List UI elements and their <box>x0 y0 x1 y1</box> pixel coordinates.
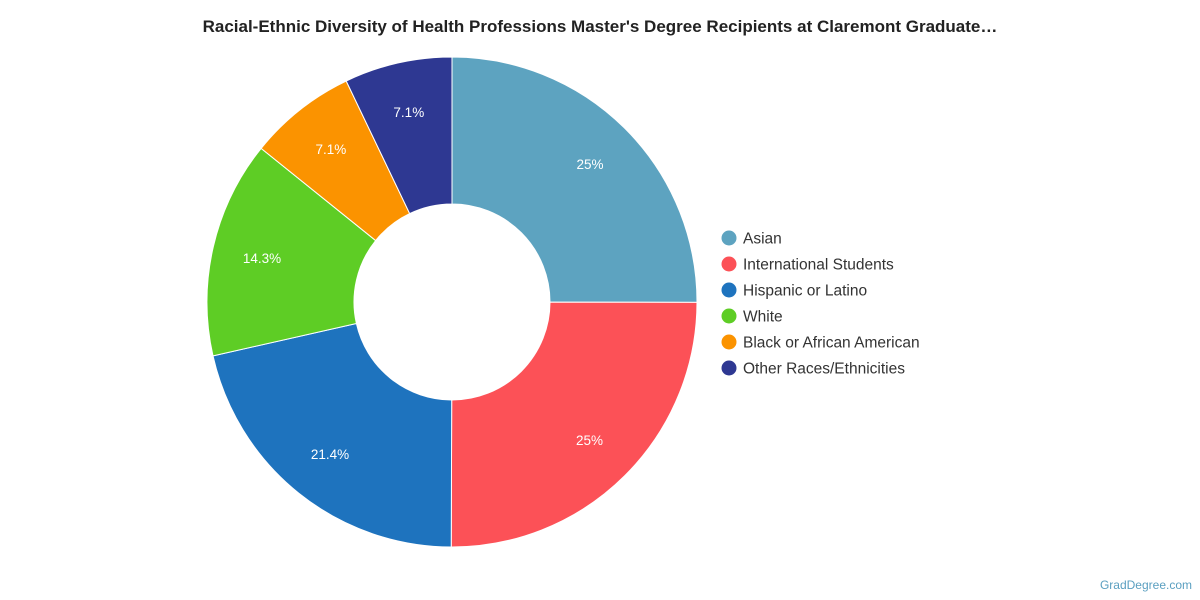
legend-item-black-or-african-american[interactable]: Black or African American <box>721 334 920 352</box>
slice-label-other-races-ethnicities: 7.1% <box>393 105 424 120</box>
credit-link[interactable]: GradDegree.com <box>1099 578 1192 592</box>
slice-other-races-ethnicities[interactable] <box>345 56 453 215</box>
legend-swatch <box>721 230 737 246</box>
slice-hispanic-or-latino[interactable] <box>212 322 453 548</box>
legend-label: International Students <box>743 257 894 274</box>
legend-label: Other Races/Ethnicities <box>743 361 905 378</box>
legend-item-hispanic-or-latino[interactable]: Hispanic or Latino <box>721 282 868 300</box>
legend-swatch <box>721 256 737 272</box>
legend-swatch <box>721 282 737 298</box>
chart-title: Racial-Ethnic Diversity of Health Profes… <box>202 17 998 36</box>
slice-label-black-or-african-american: 7.1% <box>316 142 347 157</box>
legend-item-asian[interactable]: Asian <box>721 230 782 248</box>
slice-label-white: 14.3% <box>243 251 281 266</box>
legend-item-international-students[interactable]: International Students <box>721 256 895 274</box>
legend-swatch <box>721 360 737 376</box>
legend-item-white[interactable]: White <box>721 308 783 326</box>
donut-slices <box>206 56 698 548</box>
legend-swatch <box>721 308 737 324</box>
slice-white[interactable] <box>206 147 377 357</box>
slice-international-students[interactable] <box>450 301 698 548</box>
slice-asian[interactable] <box>451 56 698 303</box>
slice-label-international-students: 25% <box>576 433 603 448</box>
slice-label-hispanic-or-latino: 21.4% <box>311 447 349 462</box>
slice-label-asian: 25% <box>576 157 603 172</box>
legend-label: Black or African American <box>743 335 920 352</box>
legend-label: Asian <box>743 231 782 248</box>
legend-item-other-races-ethnicities[interactable]: Other Races/Ethnicities <box>721 360 906 378</box>
slice-labels: 25% 25% 21.4% 14.3% 7.1% 7.1% <box>243 105 604 462</box>
legend-label: White <box>743 309 783 326</box>
legend-swatch <box>721 334 737 350</box>
legend: Asian International Students Hispanic or L… <box>721 230 920 378</box>
legend-label: Hispanic or Latino <box>743 283 867 300</box>
